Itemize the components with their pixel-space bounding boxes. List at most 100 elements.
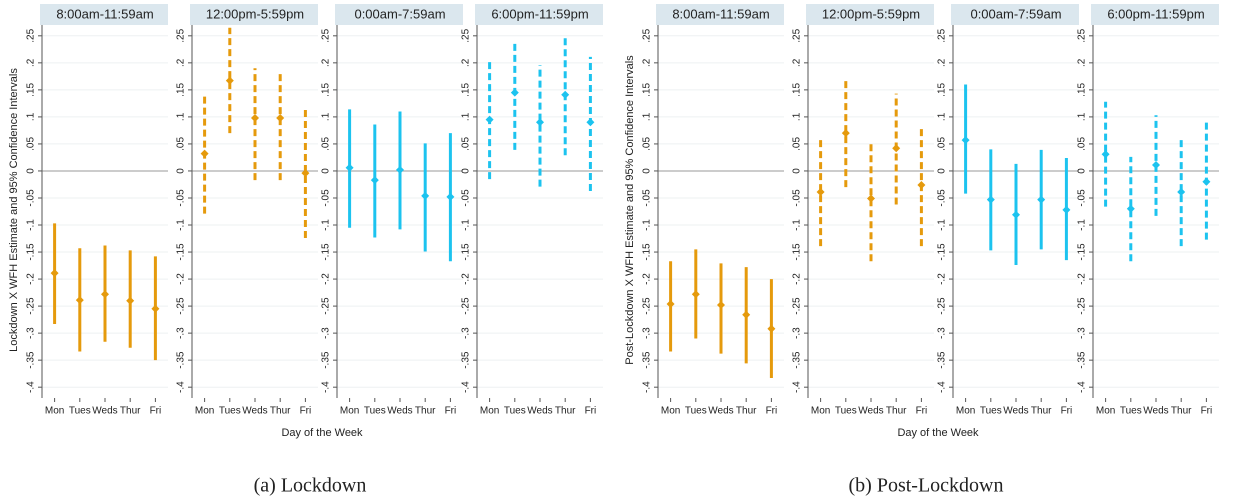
y-tick-label: -.4 bbox=[26, 381, 37, 393]
panel-title-bg bbox=[951, 4, 1079, 25]
point-estimate bbox=[126, 296, 135, 305]
y-tick-label: -.2 bbox=[792, 273, 803, 285]
y-tick-label: -.3 bbox=[792, 327, 803, 339]
y-tick-label: -.3 bbox=[321, 327, 332, 339]
x-tick-label: Mon bbox=[1096, 406, 1115, 417]
panel-title-bg bbox=[190, 4, 318, 25]
y-tick-label: .2 bbox=[1077, 58, 1088, 67]
point-estimate bbox=[200, 149, 209, 158]
x-tick-label: Tues bbox=[69, 406, 91, 417]
point-estimate bbox=[251, 113, 259, 122]
x-tick-label: Mon bbox=[340, 406, 359, 417]
x-tick-label: Weds bbox=[1143, 406, 1168, 417]
x-tick-label: Tues bbox=[504, 406, 526, 417]
point-estimate bbox=[151, 304, 160, 313]
x-tick-label: Fri bbox=[1201, 406, 1213, 417]
point-estimate bbox=[767, 324, 776, 333]
x-tick-label: Weds bbox=[387, 406, 412, 417]
point-estimate bbox=[961, 136, 970, 145]
y-tick-label: -.35 bbox=[642, 351, 653, 369]
point-estimate bbox=[561, 90, 570, 99]
x-tick-label: Weds bbox=[708, 406, 733, 417]
y-tick-label: -.3 bbox=[176, 327, 187, 339]
x-tick-label: Weds bbox=[242, 406, 267, 417]
panel-title: 12:00pm-5:59pm bbox=[822, 6, 920, 21]
y-tick-label: -.05 bbox=[176, 189, 187, 207]
y-tick-label: -.2 bbox=[26, 273, 37, 285]
y-tick-label: -.25 bbox=[1077, 297, 1088, 315]
y-tick-label: .1 bbox=[642, 112, 653, 121]
y-tick-label: -.25 bbox=[176, 297, 187, 315]
y-tick-label: 0 bbox=[1077, 168, 1088, 174]
y-tick-label: -.4 bbox=[461, 381, 472, 393]
y-tick-label: -.2 bbox=[642, 273, 653, 285]
y-tick-label: 0 bbox=[176, 168, 187, 174]
x-axis-title: Day of the Week bbox=[281, 427, 363, 439]
y-tick-label: .2 bbox=[937, 58, 948, 67]
x-tick-label: Mon bbox=[661, 406, 680, 417]
point-estimate bbox=[1012, 210, 1020, 219]
point-estimate bbox=[717, 301, 725, 310]
y-tick-label: 0 bbox=[26, 168, 37, 174]
y-tick-label: .05 bbox=[937, 137, 948, 151]
y-tick-label: -.2 bbox=[321, 273, 332, 285]
point-estimate bbox=[396, 165, 404, 174]
y-tick-label: -.35 bbox=[461, 351, 472, 369]
caption: (a) Lockdown bbox=[254, 475, 367, 497]
point-estimate bbox=[225, 76, 234, 85]
point-estimate bbox=[536, 118, 544, 127]
panel-title-bg bbox=[335, 4, 463, 25]
x-tick-label: Fri bbox=[150, 406, 162, 417]
y-tick-label: .2 bbox=[176, 58, 187, 67]
point-estimate bbox=[986, 195, 995, 204]
y-axis-title: Lockdown X WFH Estimate and 95% Confiden… bbox=[8, 68, 20, 352]
panel-title: 12:00pm-5:59pm bbox=[206, 6, 304, 21]
panel-title: 0:00am-7:59am bbox=[970, 6, 1061, 21]
y-tick-label: .15 bbox=[1077, 82, 1088, 96]
y-tick-label: -.15 bbox=[937, 243, 948, 261]
y-tick-label: -.25 bbox=[792, 297, 803, 315]
y-tick-label: .25 bbox=[642, 28, 653, 42]
y-tick-label: 0 bbox=[321, 168, 332, 174]
y-tick-label: .05 bbox=[176, 137, 187, 151]
y-tick-label: -.05 bbox=[26, 189, 37, 207]
y-tick-label: .15 bbox=[792, 82, 803, 96]
y-tick-label: .05 bbox=[642, 137, 653, 151]
y-tick-label: .05 bbox=[461, 137, 472, 151]
y-tick-label: -.3 bbox=[1077, 327, 1088, 339]
point-estimate bbox=[666, 299, 675, 308]
point-estimate bbox=[1101, 150, 1110, 159]
panel-title-bg bbox=[806, 4, 934, 25]
y-tick-label: -.1 bbox=[461, 219, 472, 231]
y-tick-label: .25 bbox=[461, 28, 472, 42]
y-tick-label: .25 bbox=[1077, 28, 1088, 42]
x-tick-label: Thur bbox=[1031, 406, 1052, 417]
y-tick-label: -.1 bbox=[321, 219, 332, 231]
y-tick-label: -.35 bbox=[26, 351, 37, 369]
x-tick-label: Thur bbox=[555, 406, 576, 417]
x-tick-label: Tues bbox=[219, 406, 241, 417]
point-estimate bbox=[510, 88, 519, 97]
y-tick-label: -.15 bbox=[321, 243, 332, 261]
point-estimate bbox=[345, 163, 354, 172]
y-tick-label: .1 bbox=[461, 112, 472, 121]
x-tick-label: Thur bbox=[736, 406, 757, 417]
y-tick-label: -.3 bbox=[461, 327, 472, 339]
y-tick-label: .1 bbox=[792, 112, 803, 121]
y-tick-label: -.15 bbox=[1077, 243, 1088, 261]
y-tick-label: -.25 bbox=[321, 297, 332, 315]
y-tick-label: -.2 bbox=[461, 273, 472, 285]
y-tick-label: -.4 bbox=[937, 381, 948, 393]
x-tick-label: Mon bbox=[956, 406, 975, 417]
y-tick-label: .2 bbox=[642, 58, 653, 67]
x-tick-label: Tues bbox=[835, 406, 857, 417]
point-estimate bbox=[1126, 204, 1135, 213]
y-tick-label: .1 bbox=[321, 112, 332, 121]
panel-title-bg bbox=[656, 4, 784, 25]
x-tick-label: Mon bbox=[45, 406, 64, 417]
point-estimate bbox=[301, 169, 310, 178]
point-estimate bbox=[917, 181, 926, 190]
x-tick-label: Mon bbox=[811, 406, 830, 417]
panel-title: 8:00am-11:59am bbox=[56, 6, 153, 21]
